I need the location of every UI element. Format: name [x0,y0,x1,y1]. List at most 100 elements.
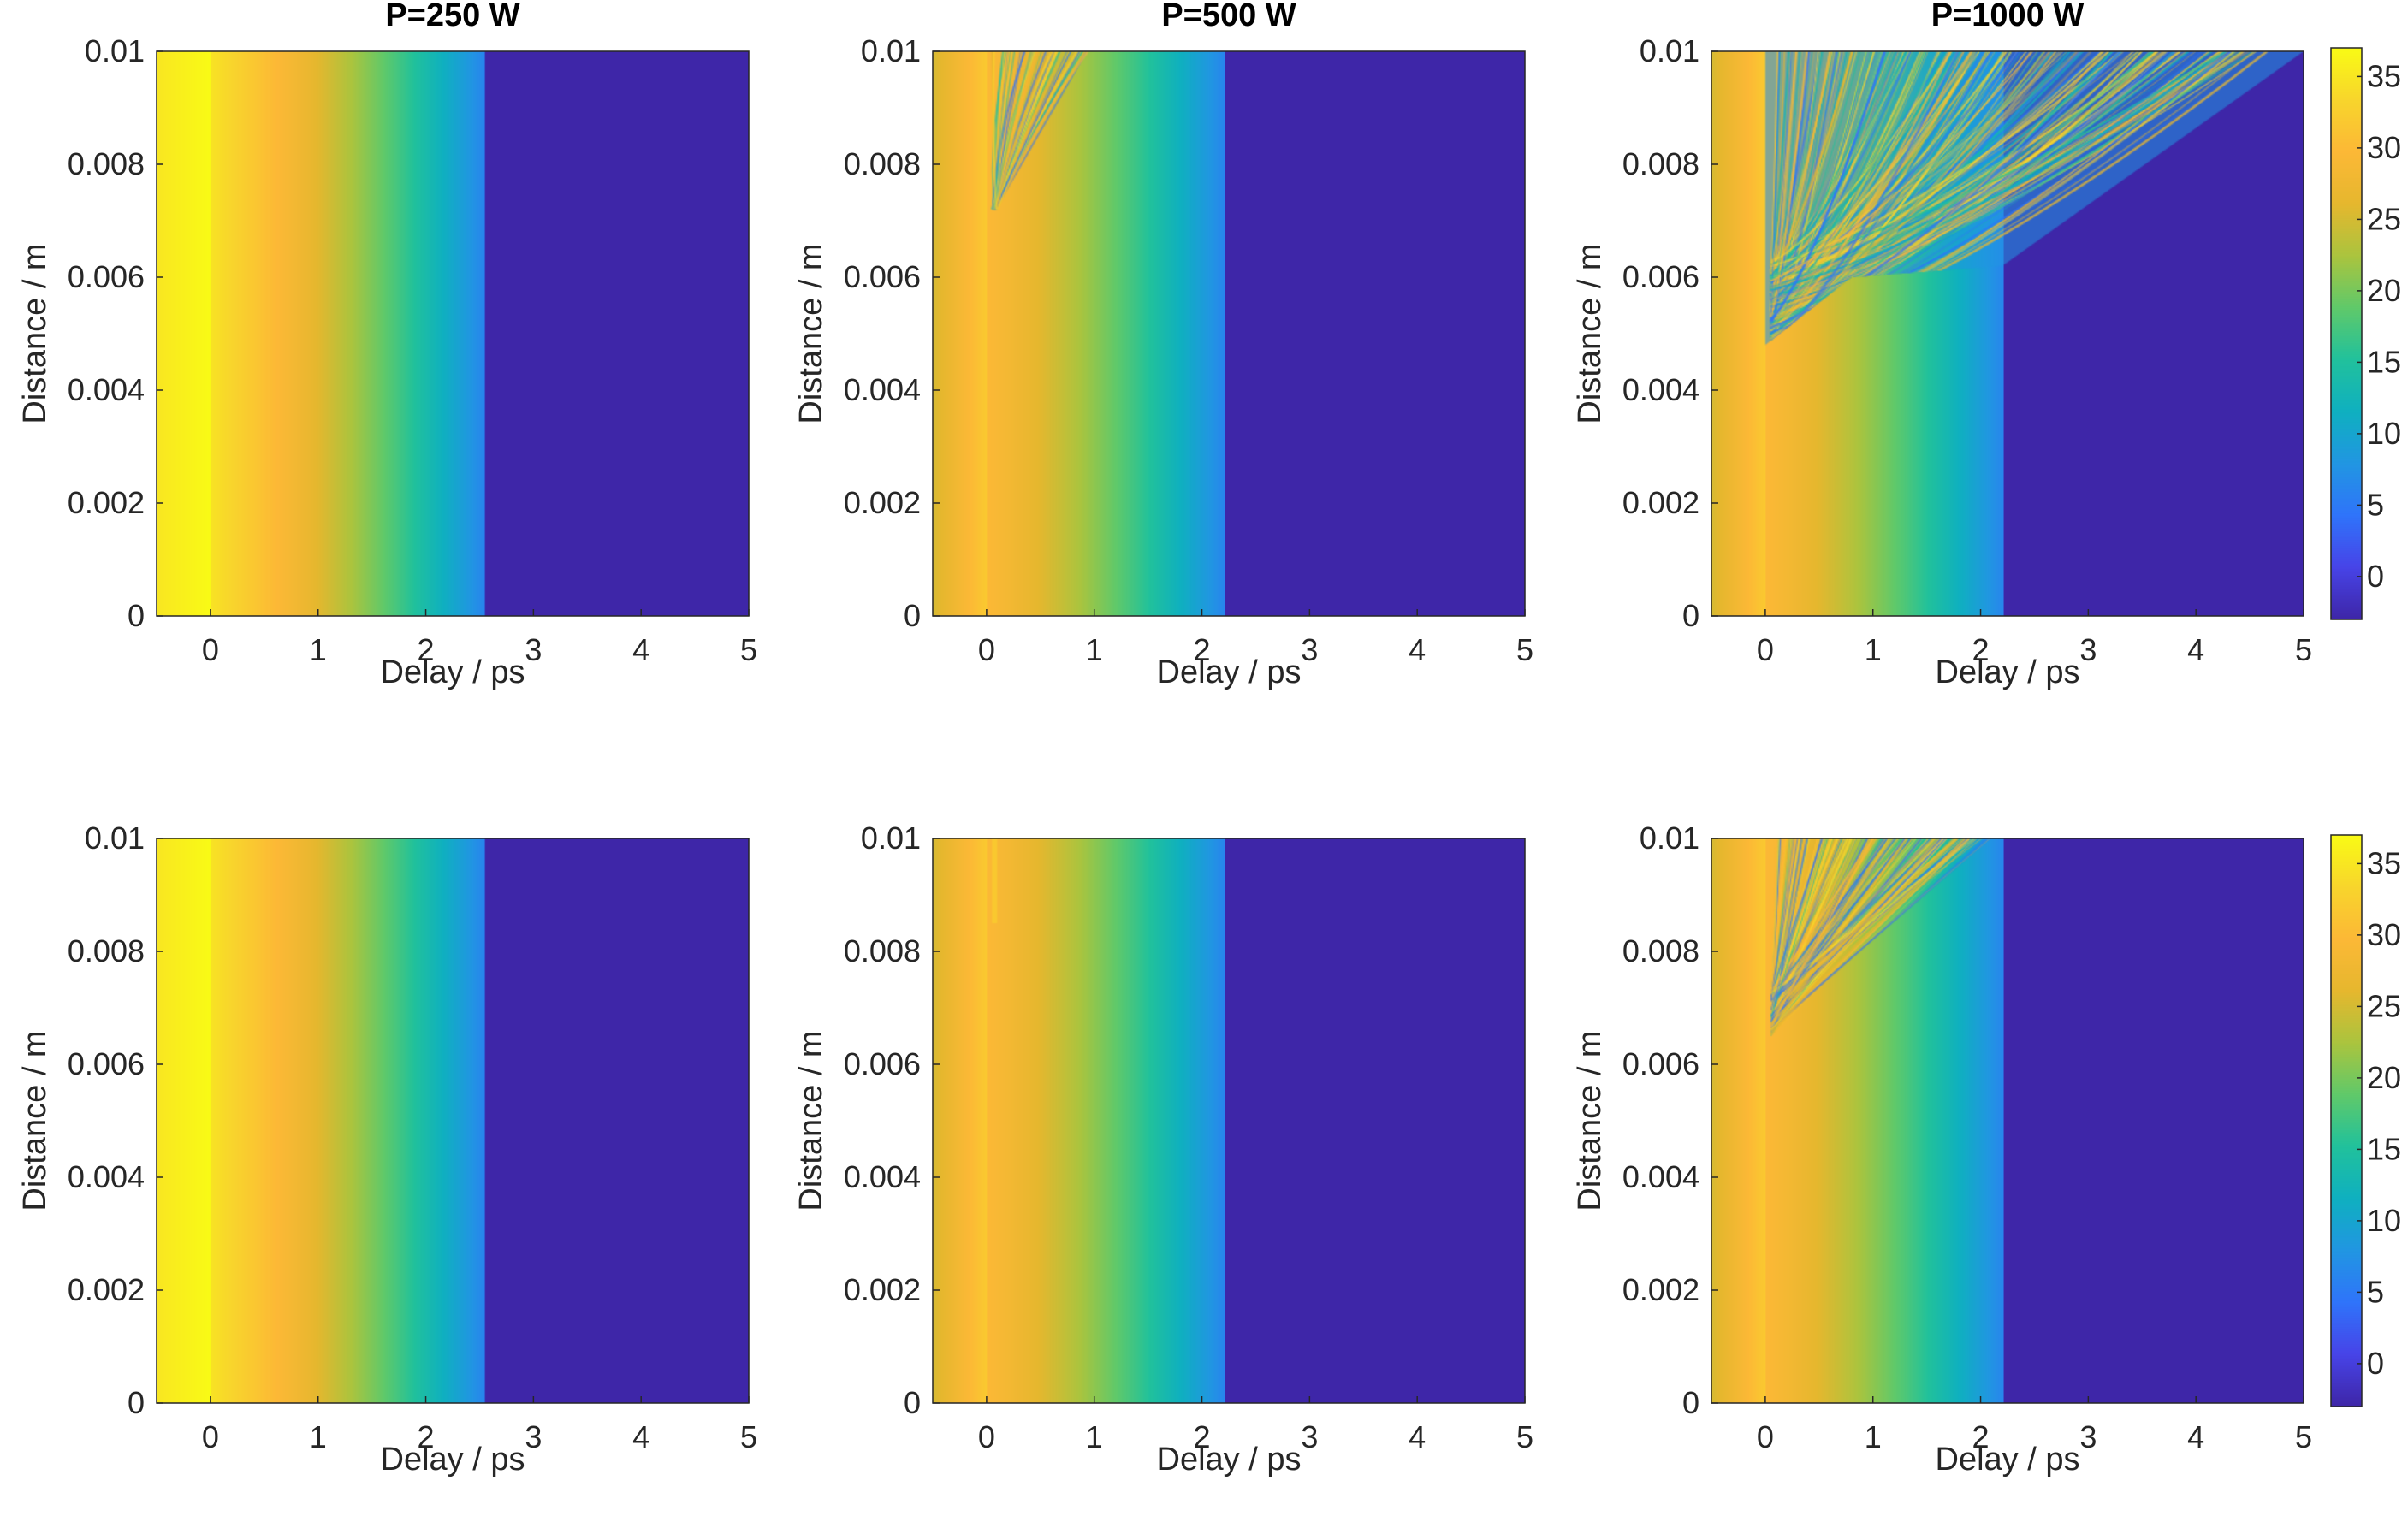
y-axis-label: Distance / m [793,1030,829,1211]
colorbar-tick-label: 10 [2367,1203,2401,1238]
y-tick-label: 0.004 [1622,1159,1699,1194]
colorbar-axis: 0 5 10 15 20 25 30 35 [2330,47,2401,620]
x-tick-label: 3 [525,632,542,667]
y-tick-label: 0.002 [844,1272,921,1307]
x-tick-label: 2 [1194,632,1211,667]
x-tick-label: 2 [418,1419,435,1454]
y-tick-label: 0.008 [68,933,145,968]
x-tick-label: 3 [525,1419,542,1454]
subplot-title: P=250 W [385,0,520,33]
x-tick-label: 0 [1757,1419,1774,1454]
colorbar-axis: 0 5 10 15 20 25 30 35 [2330,834,2401,1407]
y-tick-label: 0.004 [68,1159,145,1194]
y-axis-label: Distance / m [17,1030,53,1211]
y-tick-label: 0.002 [68,1272,145,1307]
axes: 0 1 2 3 4 5 0 0.002 0.004 0.006 0.008 0.01 [844,820,1533,1454]
x-tick-label: 3 [1301,632,1318,667]
subplot-r1-c3: P=1000 W 0 1 2 3 4 5 0 0.002 0.004 0.006 0.008 0.01 D… [1572,0,2312,690]
axes: 0 1 2 3 4 5 0 0.002 0.004 0.006 0.008 0.01 [1622,33,2312,667]
colorbar-tick-label: 0 [2367,1346,2384,1381]
x-tick-label: 4 [632,632,649,667]
x-tick-label: 2 [1972,1419,1990,1454]
colorbar-tick-label: 30 [2367,917,2401,952]
x-tick-label: 4 [632,1419,649,1454]
x-tick-label: 0 [978,1419,995,1454]
x-tick-label: 4 [2187,1419,2204,1454]
x-tick-label: 0 [202,1419,219,1454]
x-tick-label: 2 [1194,1419,1211,1454]
x-tick-label: 3 [1301,1419,1318,1454]
heatmap-image [1711,51,2304,616]
x-tick-label: 5 [1516,632,1533,667]
y-tick-label: 0.002 [1622,1272,1699,1307]
axes: 0 1 2 3 4 5 0 0.002 0.004 0.006 0.008 0.01 [68,33,757,667]
x-tick-label: 0 [202,632,219,667]
y-tick-label: 0.002 [844,485,921,520]
colorbar-gradient [2331,48,2362,619]
x-tick-label: 4 [1409,1419,1426,1454]
y-tick-label: 0 [904,1385,921,1420]
y-tick-label: 0 [1682,1385,1699,1420]
colorbar-tick-label: 5 [2367,487,2384,522]
x-tick-label: 5 [2295,1419,2312,1454]
x-tick-label: 5 [740,1419,757,1454]
y-axis-label: Distance / m [1572,243,1608,424]
x-axis-label: Delay / ps [380,1442,525,1478]
x-axis-label: Delay / ps [380,654,525,690]
colorbar-tick-label: 25 [2367,201,2401,236]
colorbar: 0 5 10 15 20 25 30 35 [2330,834,2401,1407]
x-axis-label: Delay / ps [1156,1442,1302,1478]
y-tick-label: 0.008 [1622,933,1699,968]
y-tick-label: 0.01 [1640,820,1699,856]
x-tick-label: 1 [1086,632,1103,667]
subplot-r2-c1: 0 1 2 3 4 5 0 0.002 0.004 0.006 0.008 0.01 Distance … [17,820,757,1478]
x-tick-label: 1 [310,632,327,667]
x-tick-label: 1 [1086,1419,1103,1454]
y-tick-label: 0 [128,1385,145,1420]
x-axis-label: Delay / ps [1935,1442,2080,1478]
axes: 0 1 2 3 4 5 0 0.002 0.004 0.006 0.008 0.01 [1622,820,2312,1454]
y-axis-label: Distance / m [793,243,829,424]
heatmap-image [933,838,1525,1403]
subplot-r1-c1: P=250 W 0 1 2 3 4 5 0 0.002 0.004 0.006 0.008 0.01 Di… [17,0,757,690]
subplot-r2-c3: 0 1 2 3 4 5 0 0.002 0.004 0.006 0.008 0.01 Distance … [1572,820,2312,1478]
x-tick-label: 5 [740,632,757,667]
x-axis-label: Delay / ps [1935,654,2080,690]
colorbar-tick-label: 25 [2367,988,2401,1023]
colorbar-tick-label: 15 [2367,1131,2401,1166]
colorbar-tick-label: 35 [2367,845,2401,880]
y-tick-label: 0.002 [1622,485,1699,520]
colorbar-tick-label: 20 [2367,1060,2401,1095]
x-tick-label: 2 [1972,632,1990,667]
axes: 0 1 2 3 4 5 0 0.002 0.004 0.006 0.008 0.01 [68,820,757,1454]
subplot-title: P=1000 W [1931,0,2085,33]
heatmap-image [157,838,749,1403]
x-tick-label: 1 [1865,632,1882,667]
colorbar-gradient [2331,835,2362,1407]
x-tick-label: 1 [310,1419,327,1454]
y-tick-label: 0 [128,598,145,633]
x-axis-label: Delay / ps [1156,654,1302,690]
colorbar: 0 5 10 15 20 25 30 35 [2330,47,2401,620]
y-tick-label: 0.006 [844,259,921,294]
y-tick-label: 0.004 [844,372,921,407]
subplot-r2-c2: 0 1 2 3 4 5 0 0.002 0.004 0.006 0.008 0.01 Distance … [793,820,1533,1478]
x-tick-label: 0 [978,632,995,667]
x-tick-label: 1 [1865,1419,1882,1454]
y-tick-label: 0.01 [1640,33,1699,68]
y-axis-label: Distance / m [17,243,53,424]
y-tick-label: 0 [904,598,921,633]
y-tick-label: 0.006 [1622,259,1699,294]
x-tick-label: 4 [2187,632,2204,667]
axes: 0 1 2 3 4 5 0 0.002 0.004 0.006 0.008 0.01 [844,33,1533,667]
y-tick-label: 0.004 [68,372,145,407]
y-tick-label: 0.008 [1622,146,1699,181]
y-tick-label: 0.01 [861,33,921,68]
colorbar-tick-label: 30 [2367,130,2401,165]
y-tick-label: 0.004 [1622,372,1699,407]
y-tick-label: 0.006 [844,1046,921,1081]
x-tick-label: 0 [1757,632,1774,667]
subplot-title: P=500 W [1161,0,1296,33]
subplot-r1-c2: P=500 W 0 1 2 3 4 5 0 0.002 0.004 0.006 0.008 0.01 Di… [793,0,1533,690]
colorbar-tick-label: 15 [2367,344,2401,379]
